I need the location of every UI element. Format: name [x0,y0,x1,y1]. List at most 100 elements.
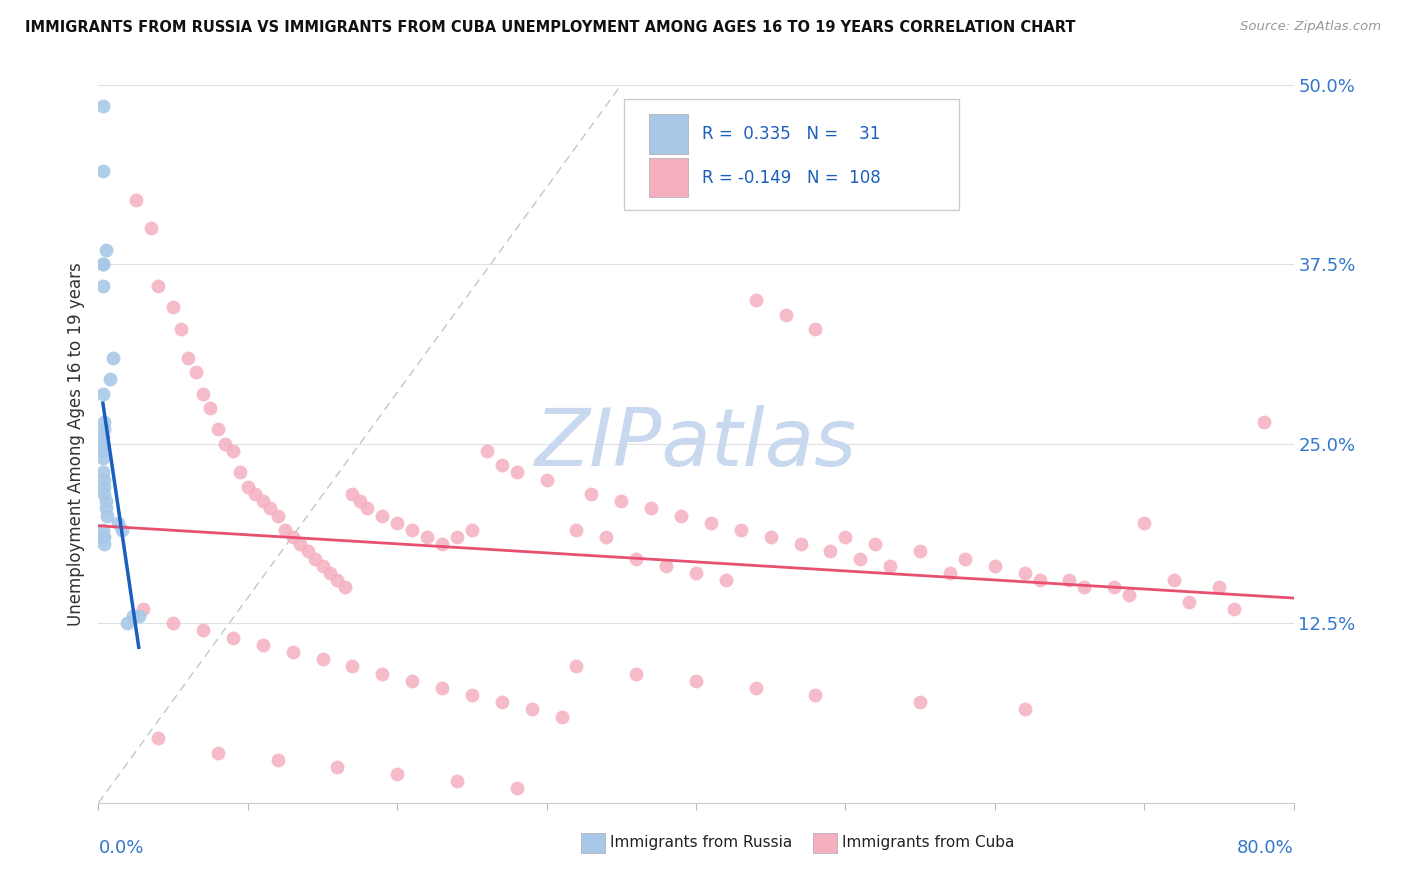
Point [595,530,617,544]
Point [111,523,134,537]
Point [93,422,115,436]
Point [326,760,349,774]
Point [550,709,572,723]
Point [304,551,326,566]
Point [91,257,114,271]
Point [200,401,222,415]
Point [184,365,207,379]
Point [281,530,304,544]
Point [267,508,290,523]
Point [91,278,114,293]
Point [565,659,588,673]
Point [1104,581,1126,595]
Text: ZIPatlas: ZIPatlas [534,405,858,483]
Point [191,624,214,638]
Point [626,551,648,566]
Point [267,753,290,767]
Point [259,501,281,516]
Point [342,659,364,673]
Point [93,415,115,429]
Point [775,308,797,322]
Point [491,695,513,709]
Point [581,487,603,501]
Point [229,466,252,480]
Text: 0.0%: 0.0% [98,838,143,856]
Text: Source: ZipAtlas.com: Source: ZipAtlas.com [1240,20,1381,33]
Point [401,523,423,537]
Point [245,487,267,501]
Point [94,501,117,516]
Point [281,645,304,659]
Point [745,681,768,695]
Text: R =  0.335   N =    31: R = 0.335 N = 31 [702,125,880,143]
Point [207,422,229,436]
Y-axis label: Unemployment Among Ages 16 to 19 years: Unemployment Among Ages 16 to 19 years [66,262,84,625]
Point [1133,516,1156,530]
Point [446,530,468,544]
Point [416,530,439,544]
Point [1178,595,1201,609]
Point [1073,581,1095,595]
Point [177,351,200,365]
Point [371,666,394,681]
Point [96,508,118,523]
Point [91,386,114,401]
Point [93,473,115,487]
FancyBboxPatch shape [650,114,688,153]
Point [984,558,1007,573]
Point [214,436,236,450]
Point [804,322,827,336]
Point [939,566,962,580]
Point [1059,573,1081,587]
Point [1163,573,1185,587]
Point [849,551,872,566]
Point [1014,702,1036,716]
Point [865,537,887,551]
Point [730,523,752,537]
Text: Immigrants from Russia: Immigrants from Russia [610,836,793,850]
Point [385,516,409,530]
Point [626,666,648,681]
Point [125,193,148,207]
Point [759,530,782,544]
Point [385,767,409,781]
Point [91,99,114,113]
Point [93,487,115,501]
Point [820,544,842,558]
Text: IMMIGRANTS FROM RUSSIA VS IMMIGRANTS FROM CUBA UNEMPLOYMENT AMONG AGES 16 TO 19 : IMMIGRANTS FROM RUSSIA VS IMMIGRANTS FRO… [25,20,1076,35]
Text: R = -0.149   N =  108: R = -0.149 N = 108 [702,169,880,186]
Point [274,523,297,537]
Point [222,444,245,458]
Point [91,436,114,450]
Point [669,508,692,523]
Point [128,609,150,624]
Point [91,164,114,178]
Point [319,566,342,580]
Point [94,243,117,257]
Point [371,508,394,523]
Point [565,523,588,537]
Point [91,257,114,271]
Point [162,301,184,315]
Point [91,444,114,458]
Point [148,278,170,293]
Point [356,501,378,516]
Point [326,573,349,587]
Point [1208,581,1230,595]
FancyBboxPatch shape [624,99,959,211]
Point [91,530,114,544]
Point [222,631,245,645]
Point [107,516,129,530]
Point [311,652,333,666]
Point [297,544,319,558]
Point [169,322,191,336]
Point [342,487,364,501]
Point [491,458,513,473]
Point [834,530,856,544]
Point [475,444,498,458]
Point [207,746,229,760]
Point [1253,415,1275,429]
Point [93,530,115,544]
Point [1223,602,1246,616]
Point [953,551,976,566]
